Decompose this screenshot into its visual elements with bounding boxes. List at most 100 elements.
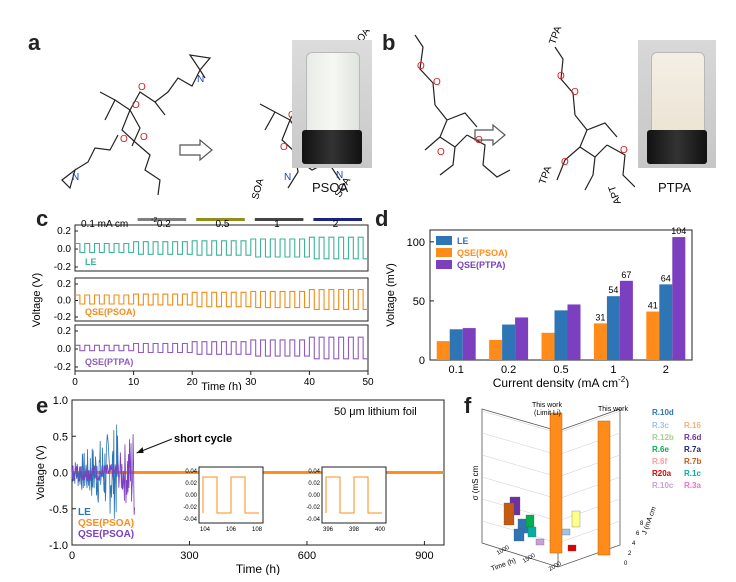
oxygen-atom: O: [140, 132, 148, 143]
panel-letter-e: e: [36, 393, 49, 418]
x-tick-label: 10: [128, 377, 140, 388]
voltage-trace: [75, 336, 368, 360]
y-tick-label: 6: [636, 531, 640, 537]
x-tick-label: 900: [415, 550, 433, 562]
ref-label: R.1c: [684, 469, 701, 478]
y-tick-label: 0.0: [57, 344, 71, 355]
ref-label: R.6e: [652, 445, 669, 454]
inset-y-tick-label: 0.04: [185, 469, 197, 475]
bar: [646, 311, 660, 360]
legend-label: QSE(PSOA): [78, 518, 134, 529]
x-tick-label: 1000: [496, 545, 511, 557]
panel-letter-a: a: [28, 30, 41, 55]
inset-y-tick-label: -0.04: [306, 517, 320, 523]
callout-this-work: This work: [598, 406, 628, 413]
y-tick-label: 0.0: [53, 468, 68, 480]
y-tick-label: 0.2: [57, 279, 71, 290]
reaction-arrow-a: [179, 138, 213, 162]
oxygen-atom: O: [132, 100, 140, 111]
vial-cap: [647, 130, 707, 164]
tpa-label-left: TPA: [537, 164, 554, 186]
nitrogen-atom: N: [197, 74, 204, 85]
reaction-arrow-b: [474, 123, 506, 147]
inset-x-tick-label: 108: [252, 527, 263, 533]
panel-letter-b: b: [382, 30, 396, 55]
monomer-b-backbone: [414, 34, 511, 178]
voltage-trace: [75, 289, 368, 310]
inset-trace: [202, 476, 259, 514]
current-bar: [254, 218, 304, 221]
y-axis-label: Voltage (V): [35, 445, 47, 499]
x-tick-label: 0.5: [553, 364, 568, 376]
trace-label: QSE(PSOA): [85, 307, 136, 317]
psoa-label: PSOA: [312, 180, 349, 195]
soa-label-left: SOA: [250, 177, 266, 201]
grid-line: [481, 476, 559, 500]
bar-data-label: 31: [595, 312, 605, 322]
x-tick-label: 20: [187, 377, 199, 388]
psoa-vial-photo: [292, 40, 372, 168]
grid-line: [557, 498, 621, 522]
oxygen-atom: O: [120, 134, 128, 145]
inset-x-tick-label: 400: [375, 527, 386, 533]
x-axis-label: Time (h): [490, 557, 517, 572]
nitrogen-atom: N: [336, 170, 343, 181]
z-axis-label: σ (mS cm: [471, 465, 480, 500]
inset-x-tick-label: 106: [226, 527, 237, 533]
bar: [449, 329, 463, 360]
aziridine-bottom: [61, 134, 119, 190]
panel-b-structures: OO OO OO OO TPA TPA APT: [414, 25, 635, 205]
panel-letter-d: d: [375, 206, 389, 231]
y-tick-label: 0.0: [57, 244, 71, 255]
y-tick-label: -0.5: [49, 504, 68, 516]
y-tick-label: 100: [407, 237, 425, 249]
bar: [489, 339, 503, 360]
inset-y-tick-label: -0.02: [183, 505, 197, 511]
plot-frame: [74, 224, 369, 272]
bar: [502, 324, 516, 360]
trace-label: QSE(PTPA): [85, 357, 133, 367]
x-axis-label: Current density (mA cm-2): [493, 375, 630, 388]
inset-y-tick-label: 0.02: [185, 481, 197, 487]
oxygen-atom: O: [433, 77, 441, 88]
ref-label: R.3a: [684, 481, 701, 490]
y-axis-label: J (mA cm: [641, 506, 658, 536]
panel-e-cycling-chart: 1.0 0.5 0.0 -0.5 -1.00 300 600 900 50 μm lithium…: [35, 395, 445, 575]
y-tick-label: 8: [640, 521, 644, 527]
y-tick-label: 2: [628, 551, 632, 557]
this-work-bar-limit-li: [549, 412, 563, 554]
oxygen-atom: O: [571, 87, 579, 98]
bar-3d: [513, 528, 525, 542]
ref-label: R.7a: [684, 445, 701, 454]
y-tick-label: 50: [413, 296, 425, 308]
y-tick-label: -0.2: [54, 362, 72, 373]
x-tick-label: 40: [304, 377, 316, 388]
voltage-trace: [75, 236, 368, 260]
current-label: 1: [274, 219, 280, 230]
current-bar: [137, 218, 187, 221]
panel-letter-c: c: [36, 206, 49, 231]
x-tick-label: 300: [180, 550, 198, 562]
ref-label: R.6d: [684, 433, 701, 442]
inset-y-tick-label: 0.02: [308, 481, 320, 487]
bar-data-label: 54: [608, 285, 618, 295]
bar-3d: [527, 526, 537, 538]
vial-glass: [651, 52, 705, 134]
bar: [462, 328, 476, 360]
current-label: 0.2: [157, 219, 171, 230]
y-tick-label: 0.2: [57, 326, 71, 337]
chain-bottom: [134, 141, 161, 196]
nitrogen-atom: N: [284, 172, 291, 183]
x-tick-label: 0: [72, 377, 78, 388]
bar-data-label: 64: [661, 273, 671, 283]
qse-ptpa-trace: [71, 434, 136, 515]
panel-letter-f: f: [464, 393, 472, 418]
callout-limit-li: (Limit Li): [534, 410, 561, 417]
y-tick-label: -1.0: [49, 540, 68, 552]
aziridine-top: [188, 54, 212, 79]
y-tick-label: 0.0: [57, 296, 71, 307]
bar: [672, 237, 686, 360]
inset-x-tick-label: 398: [349, 527, 360, 533]
panel-c-voltage-profiles: 0.2 0.0 -0.2 LE 0.2 0.0 -0.2 QSE(PSOA) 0.2 0.0 -0.…: [31, 217, 374, 390]
